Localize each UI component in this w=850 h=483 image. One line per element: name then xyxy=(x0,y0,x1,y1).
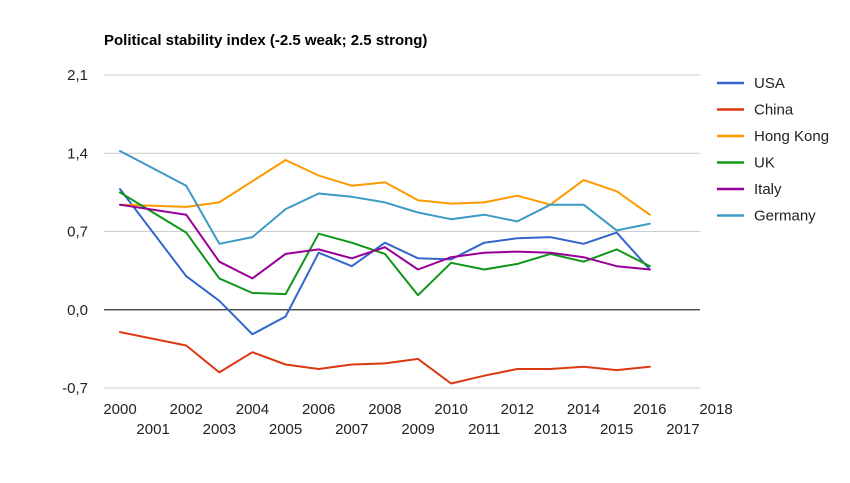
legend-item[interactable]: UK xyxy=(717,155,775,172)
x-tick-label: 2018 xyxy=(699,401,732,418)
chart-title: Political stability index (-2.5 weak; 2.… xyxy=(104,32,428,49)
series-line-germany xyxy=(119,150,651,245)
legend-label: Italy xyxy=(754,181,782,198)
y-tick-label: 0,7 xyxy=(67,224,88,241)
x-tick-label: 2001 xyxy=(136,421,169,438)
x-tick-label: 2011 xyxy=(468,421,500,438)
legend-item[interactable]: China xyxy=(717,102,794,119)
series-line-usa xyxy=(119,188,651,336)
x-tick-label: 2010 xyxy=(434,401,467,418)
legend-label: UK xyxy=(754,155,775,172)
x-tick-label: 2014 xyxy=(567,401,600,418)
series-line-italy xyxy=(119,203,651,280)
series-lines xyxy=(119,150,651,385)
x-tick-label: 2007 xyxy=(335,421,368,438)
x-tick-label: 2013 xyxy=(534,421,567,438)
y-tick-label: 0,0 xyxy=(67,302,88,319)
x-tick-label: 2009 xyxy=(401,421,434,438)
legend-item[interactable]: Hong Kong xyxy=(717,128,829,145)
series-line-china xyxy=(119,331,651,385)
x-tick-label: 2003 xyxy=(203,421,236,438)
legend-item[interactable]: Germany xyxy=(717,208,816,225)
x-tick-label: 2017 xyxy=(666,421,699,438)
legend-label: USA xyxy=(754,75,785,92)
x-tick-label: 2006 xyxy=(302,401,335,418)
x-tick-label: 2012 xyxy=(501,401,534,418)
legend-label: Germany xyxy=(754,208,816,225)
legend-label: China xyxy=(754,102,794,119)
legend-item[interactable]: Italy xyxy=(717,181,782,198)
x-tick-label: 2016 xyxy=(633,401,666,418)
grid-lines xyxy=(104,74,700,389)
x-tick-label: 2004 xyxy=(236,401,269,418)
x-tick-label: 2005 xyxy=(269,421,302,438)
x-tick-label: 2002 xyxy=(170,401,203,418)
x-tick-label: 2008 xyxy=(368,401,401,418)
x-tick-label: 2015 xyxy=(600,421,633,438)
x-axis-ticks: 2000 2002 2004 2006 2008 2010 2012 2014 2016 2018… xyxy=(103,401,732,438)
legend-label: Hong Kong xyxy=(754,128,829,145)
series-line-uk xyxy=(119,191,651,297)
series-line-hong-kong xyxy=(119,159,651,216)
y-tick-label: -0,7 xyxy=(62,380,88,397)
legend[interactable]: USA China Hong Kong UK Italy Germany xyxy=(717,75,829,225)
y-tick-label: 2,1 xyxy=(67,67,88,84)
y-axis-ticks: 2,1 1,4 0,7 0,0 -0,7 xyxy=(62,67,88,397)
legend-item[interactable]: USA xyxy=(717,75,785,92)
x-tick-label: 2000 xyxy=(103,401,136,418)
y-tick-label: 1,4 xyxy=(67,145,88,162)
